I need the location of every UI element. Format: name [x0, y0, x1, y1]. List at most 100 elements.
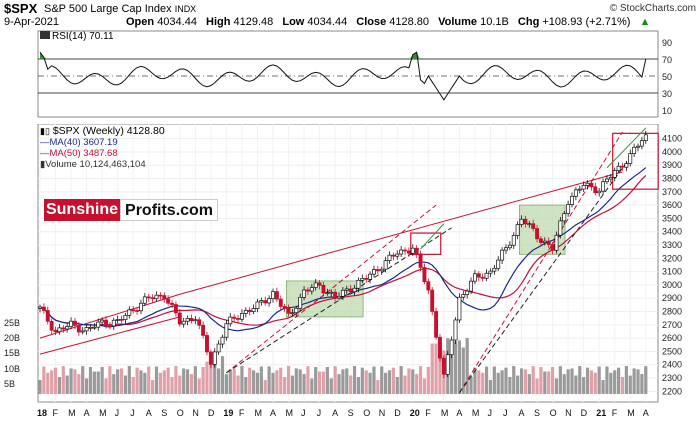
- candle-body: [434, 311, 439, 338]
- candle-body: [484, 272, 489, 279]
- volume-bar: [271, 372, 275, 394]
- price-tick-label: 4100: [662, 134, 682, 144]
- volume-bar: [298, 369, 302, 394]
- candle-body: [251, 308, 256, 312]
- volume-bar: [96, 371, 100, 394]
- volume-bar: [112, 374, 116, 394]
- candle-body: [146, 296, 151, 299]
- volume-bar: [321, 371, 326, 394]
- volume-bar: [411, 369, 415, 394]
- candle-body: [438, 336, 442, 359]
- volume-bar: [240, 366, 244, 394]
- candle-body: [496, 259, 501, 269]
- candle-body: [461, 294, 466, 298]
- candle-body: [391, 254, 396, 257]
- time-tick-label: F: [425, 408, 431, 418]
- candle-body: [414, 247, 419, 255]
- time-tick-label: A: [84, 408, 90, 418]
- top-box: [612, 132, 659, 190]
- legend-price-text: $SPX (Weekly) 4128.80: [52, 125, 165, 137]
- time-tick-label: F: [612, 408, 618, 418]
- volume-bar: [174, 366, 178, 394]
- volume-bar: [527, 374, 531, 394]
- volume-bar: [352, 366, 357, 394]
- volume-bar: [170, 376, 174, 394]
- time-tick-label: J: [115, 408, 120, 418]
- volume-bar: [73, 369, 77, 394]
- candle-body: [403, 249, 407, 252]
- volume-bar: [193, 366, 197, 394]
- price-tick-label: 2400: [662, 360, 682, 370]
- candle-body: [426, 281, 431, 291]
- trendline-dashed-red: [458, 131, 623, 393]
- candle-body: [597, 190, 602, 194]
- volume-bar: [628, 375, 632, 394]
- candle-body: [57, 327, 62, 333]
- low-value: 4034.44: [307, 16, 348, 28]
- candle-body: [616, 165, 621, 171]
- candle-body: [457, 296, 462, 321]
- volume-bar: [391, 367, 395, 394]
- volume-bar: [158, 372, 162, 394]
- time-tick-label: N: [192, 408, 199, 418]
- candle-body: [208, 351, 213, 365]
- candle-body: [96, 321, 101, 328]
- candle-body: [364, 278, 369, 280]
- time-tick-label: D: [394, 408, 401, 418]
- price-chart: 25B 20B 15B 10B 5B 4100 4000 3900 3800 3700 3600 3…: [4, 124, 682, 418]
- candle-body: [608, 177, 613, 180]
- volume-value: 10.1B: [480, 16, 509, 28]
- candle-body: [538, 238, 543, 243]
- volume-bar: [605, 366, 609, 394]
- volume-tick-label: 5B: [4, 379, 15, 389]
- volume-bar: [279, 367, 283, 394]
- candle-body: [80, 330, 85, 333]
- candle-body: [236, 318, 240, 320]
- volume-bar: [484, 366, 489, 394]
- volume-bar: [116, 369, 120, 394]
- volume-bar: [438, 339, 442, 394]
- index-name: S&P 500 Large Cap Index INDX: [44, 3, 196, 15]
- price-axis: 4100 4000 3900 3800 3700 3600 3500 3400 3300 3200…: [662, 134, 682, 397]
- candle-body: [135, 310, 140, 312]
- volume-bar: [162, 370, 166, 394]
- candle-body: [212, 351, 217, 365]
- time-tick-label: N: [379, 408, 386, 418]
- candle-body: [488, 270, 493, 274]
- candle-body: [581, 185, 586, 190]
- volume-bar: [232, 368, 236, 394]
- candle-body: [542, 240, 547, 243]
- volume-bar: [329, 378, 333, 394]
- volume-bar: [108, 366, 112, 394]
- candle-body: [379, 268, 384, 272]
- volume-bar: [450, 346, 454, 394]
- candle-body: [309, 287, 314, 292]
- exchange: INDX: [174, 4, 197, 14]
- time-tick-label: F: [53, 408, 59, 418]
- volume-bar: [139, 370, 143, 394]
- volume-bar: [415, 374, 419, 394]
- candle-body: [515, 224, 520, 236]
- volume-bar: [550, 367, 555, 394]
- volume-bar: [566, 369, 570, 394]
- time-tick-label: A: [519, 408, 525, 418]
- candle-body: [107, 325, 112, 327]
- candle-body: [49, 321, 54, 331]
- candle-body: [263, 300, 268, 304]
- volume-bar: [364, 370, 368, 394]
- volume-bar: [213, 357, 217, 394]
- time-tick-label: O: [177, 408, 184, 418]
- candle-body: [65, 326, 70, 330]
- volume-bar: [302, 374, 306, 394]
- volume-label: Volume: [438, 16, 478, 28]
- candle-body: [158, 294, 163, 297]
- candle-body: [76, 325, 81, 333]
- volume-bar: [376, 379, 380, 394]
- price-tick-label: 3400: [662, 227, 682, 237]
- volume-bar: [492, 366, 496, 394]
- price-tick-label: 2500: [662, 346, 682, 356]
- candle-body: [511, 235, 516, 246]
- volume-bar: [554, 378, 559, 394]
- rsi-text: RSI(14) 70.11: [52, 31, 114, 42]
- candle-body: [348, 288, 353, 293]
